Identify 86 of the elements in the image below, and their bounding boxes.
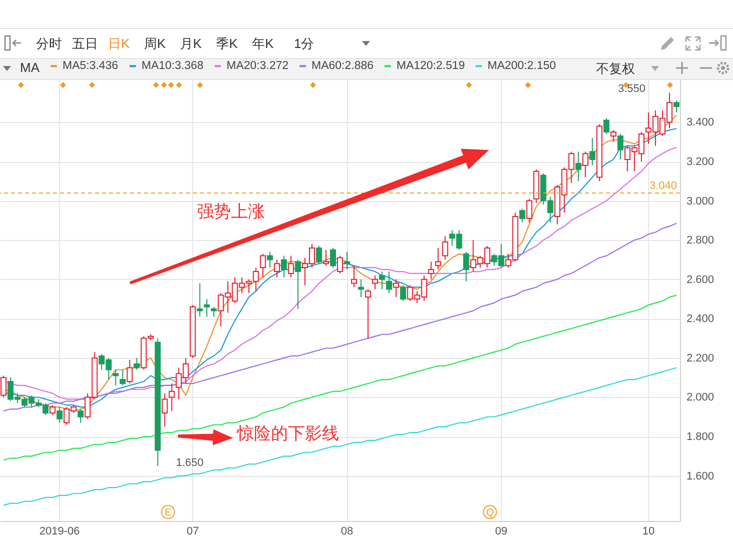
legend-label: MA200:2.150 — [488, 60, 556, 72]
text: 分时 — [36, 35, 62, 53]
x-tick-label: 2019-06 — [39, 526, 80, 538]
candlestick — [50, 404, 56, 416]
legend-label: MA20:3.272 — [226, 60, 289, 72]
candlestick — [575, 151, 582, 182]
text: 月K — [180, 35, 202, 53]
text: MA — [20, 60, 40, 75]
candlestick — [435, 247, 442, 270]
circled-letter-icon: E — [161, 505, 175, 519]
text: 1分 — [294, 35, 314, 53]
candlestick — [344, 251, 350, 270]
text: 年K — [252, 35, 274, 53]
candlestick — [358, 278, 364, 298]
candlestick — [582, 151, 588, 178]
candlestick — [372, 274, 378, 290]
candlestick — [428, 261, 434, 280]
ref-line-label: 3.040 — [649, 180, 677, 192]
candlestick — [210, 306, 217, 318]
candlestick — [168, 382, 175, 412]
candlestick — [610, 130, 616, 142]
annotation: 3.550 — [618, 83, 646, 95]
candlestick — [0, 375, 7, 398]
candlestick — [589, 137, 596, 166]
candlestick — [78, 408, 84, 424]
candlestick — [442, 236, 448, 260]
candlestick — [120, 369, 126, 386]
x-tick-label: 09 — [495, 526, 508, 538]
candlestick — [204, 298, 210, 318]
candlestick — [266, 251, 273, 268]
candlestick — [316, 245, 322, 264]
text: 五日 — [72, 35, 98, 53]
legend-label: MA5:3.436 — [62, 60, 118, 72]
y-tick-label: 2.600 — [686, 274, 714, 286]
text: 日K — [108, 35, 130, 53]
circled-letter-icon: Q — [483, 505, 497, 519]
line-series — [2, 367, 678, 506]
candlestick — [617, 134, 624, 160]
candlestick — [112, 369, 119, 386]
candlestick — [393, 278, 400, 298]
x-tick-label: 07 — [186, 526, 199, 538]
y-tick-label: 2.000 — [686, 392, 714, 404]
x-tick-label: 08 — [340, 526, 354, 538]
annotation: 强势上涨 — [197, 202, 265, 222]
text: 不复权 — [596, 60, 635, 78]
candlestick — [260, 253, 266, 278]
y-tick-label: 3.200 — [686, 156, 714, 168]
candlestick — [463, 251, 470, 282]
candlestick — [280, 255, 287, 278]
candlestick — [351, 265, 358, 288]
candlestick — [673, 100, 680, 113]
candlestick — [379, 271, 386, 290]
candlestick — [322, 249, 329, 266]
candlestick — [294, 259, 301, 310]
y-tick-label: 2.800 — [686, 234, 714, 247]
candlestick — [330, 247, 336, 268]
candlestick — [526, 198, 532, 223]
candlestick — [162, 392, 168, 428]
candlestick — [288, 255, 294, 278]
legend-label: MA120:2.519 — [396, 60, 465, 72]
annotation: 惊险的下影线 — [237, 424, 339, 444]
candlestick — [603, 118, 610, 135]
y-tick-label: 2.200 — [686, 352, 714, 364]
y-tick-label: 1.800 — [686, 431, 714, 444]
candlestick — [337, 255, 343, 274]
candlestick — [400, 284, 406, 302]
text: 季K — [216, 35, 238, 53]
annotation: 1.650 — [176, 457, 204, 469]
candlestick — [274, 259, 280, 278]
annotation: Q — [486, 508, 494, 518]
candlestick — [386, 271, 392, 294]
y-tick-label: 2.400 — [686, 313, 714, 326]
y-tick-label: 1.600 — [686, 470, 714, 482]
legend-label: MA10:3.368 — [142, 60, 204, 72]
candlestick — [134, 357, 140, 370]
text: 周K — [144, 35, 166, 53]
annotation: E — [164, 508, 172, 518]
x-tick-label: 10 — [642, 526, 655, 538]
candlestick — [126, 359, 133, 384]
candlestick — [365, 288, 372, 339]
candlestick — [519, 208, 526, 223]
y-tick-label: 3.000 — [686, 195, 714, 208]
y-tick-label: 3.400 — [686, 116, 714, 129]
legend-label: MA60:2.886 — [312, 60, 374, 72]
candlestick — [56, 406, 63, 424]
candlestick — [196, 282, 203, 318]
